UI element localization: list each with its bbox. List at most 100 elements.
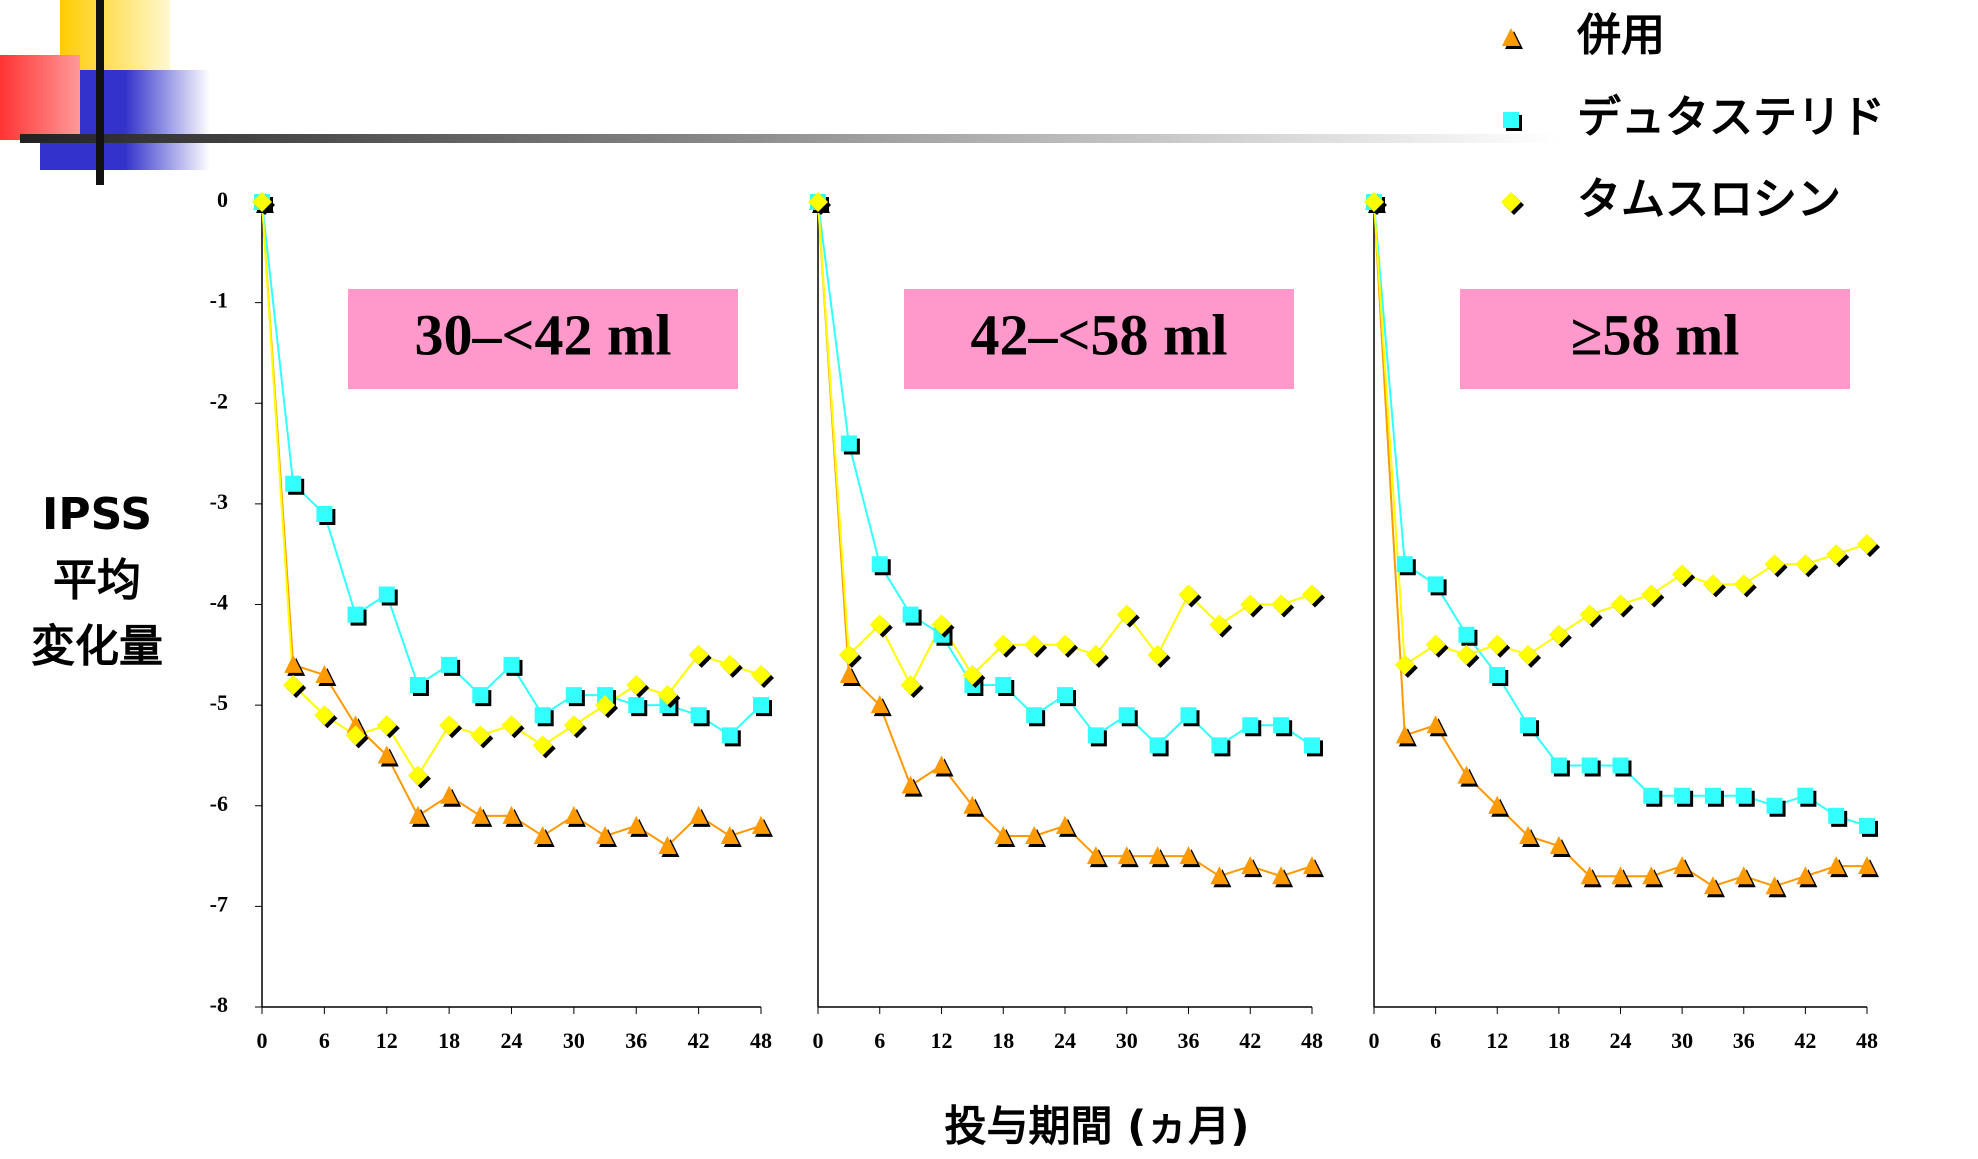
triangle-marker xyxy=(721,826,742,847)
triangle-marker xyxy=(440,786,461,807)
square-marker xyxy=(1242,717,1261,736)
y-tick-label: -5 xyxy=(210,690,228,715)
y-tick-label: -4 xyxy=(210,590,228,615)
y-tick-label: -3 xyxy=(210,489,228,514)
diamond-marker xyxy=(1024,635,1047,658)
x-tick-label: 36 xyxy=(1178,1028,1200,1053)
legend-label: 併用 xyxy=(1576,10,1665,61)
x-tick-label: 48 xyxy=(1856,1028,1878,1053)
diamond-marker xyxy=(839,645,862,668)
diamond-marker xyxy=(870,615,893,638)
square-marker xyxy=(316,506,335,525)
triangle-marker xyxy=(840,665,861,686)
x-tick-label: 24 xyxy=(501,1028,523,1053)
square-marker xyxy=(472,687,491,706)
page: {"chart_data": {"type": "line", "ylabel"… xyxy=(0,0,1978,1159)
triangle-marker xyxy=(1056,816,1077,837)
triangle-marker xyxy=(752,816,773,837)
diamond-marker xyxy=(1765,554,1788,577)
triangle-marker xyxy=(1396,725,1417,746)
triangle-marker xyxy=(1704,876,1725,897)
x-tick-label: 30 xyxy=(1671,1028,1693,1053)
square-marker xyxy=(691,707,710,726)
square-marker xyxy=(566,687,585,706)
legend-marker xyxy=(1502,28,1523,49)
diamond-marker xyxy=(626,675,649,698)
triangle-marker xyxy=(1766,876,1787,897)
diamond-marker xyxy=(1271,595,1294,618)
diamond-marker xyxy=(1672,564,1695,587)
x-tick-label: 36 xyxy=(625,1028,647,1053)
square-marker xyxy=(1458,627,1477,646)
y-tick-label: 0 xyxy=(217,187,228,212)
series-line xyxy=(262,202,761,735)
y-tick-label: -2 xyxy=(210,388,228,413)
square-marker xyxy=(995,677,1014,696)
diamond-marker xyxy=(993,635,1016,658)
square-marker xyxy=(872,556,891,575)
triangle-marker xyxy=(1210,866,1231,887)
square-marker xyxy=(1643,788,1662,807)
diamond-marker xyxy=(1703,574,1726,597)
square-marker xyxy=(903,607,922,626)
panel-title: 42–<58 ml xyxy=(971,302,1228,367)
square-marker xyxy=(1859,818,1878,837)
triangle-marker xyxy=(1796,866,1817,887)
triangle-marker xyxy=(596,826,617,847)
square-marker xyxy=(1304,737,1323,756)
square-marker xyxy=(1428,576,1447,595)
x-tick-label: 6 xyxy=(1430,1028,1441,1053)
header-decoration xyxy=(0,0,1560,185)
triangle-marker xyxy=(627,816,648,837)
series-line xyxy=(262,202,761,776)
x-tick-label: 24 xyxy=(1610,1028,1632,1053)
square-marker xyxy=(1828,808,1847,827)
x-tick-label: 36 xyxy=(1733,1028,1755,1053)
square-marker xyxy=(1520,717,1539,736)
x-tick-label: 48 xyxy=(750,1028,772,1053)
series-line xyxy=(818,202,1312,685)
square-marker xyxy=(753,697,772,716)
x-tick-label: 0 xyxy=(813,1028,824,1053)
square-marker xyxy=(1489,667,1508,686)
panel-title: ≥58 ml xyxy=(1571,302,1740,367)
x-tick-label: 30 xyxy=(563,1028,585,1053)
square-marker xyxy=(628,697,647,716)
x-tick-label: 42 xyxy=(1794,1028,1816,1053)
x-tick-label: 12 xyxy=(931,1028,953,1053)
diamond-marker xyxy=(1795,554,1818,577)
diamond-marker xyxy=(377,715,400,738)
square-marker xyxy=(1767,798,1786,817)
square-marker xyxy=(441,657,460,676)
square-marker xyxy=(1582,758,1601,777)
x-tick-label: 6 xyxy=(874,1028,885,1053)
square-marker xyxy=(379,586,398,605)
square-marker xyxy=(1057,687,1076,706)
square-marker xyxy=(1551,758,1570,777)
diamond-marker xyxy=(1240,595,1263,618)
triangle-marker xyxy=(1735,866,1756,887)
diamond-marker xyxy=(1302,584,1325,607)
diamond-marker xyxy=(470,725,493,748)
x-tick-label: 42 xyxy=(688,1028,710,1053)
panel-title: 30–<42 ml xyxy=(415,302,672,367)
triangle-marker xyxy=(1272,866,1293,887)
x-tick-label: 48 xyxy=(1301,1028,1323,1053)
diamond-marker xyxy=(751,665,774,688)
triangle-marker xyxy=(690,806,711,827)
chart: 0-1-2-3-4-5-6-7-8IPSS平均変化量投与期間 (ヵ月)併用デュタ… xyxy=(0,0,1978,1159)
x-tick-label: 0 xyxy=(257,1028,268,1053)
diamond-marker xyxy=(1055,635,1078,658)
triangle-marker xyxy=(315,665,336,686)
diamond-marker xyxy=(1426,635,1449,658)
triangle-marker xyxy=(1550,836,1571,857)
square-marker xyxy=(285,476,304,495)
square-marker xyxy=(1797,788,1816,807)
y-tick-label: -8 xyxy=(210,992,228,1017)
triangle-marker xyxy=(1457,766,1478,787)
diamond-marker xyxy=(408,766,431,789)
square-marker xyxy=(1273,717,1292,736)
square-marker xyxy=(1181,707,1200,726)
square-marker xyxy=(1736,788,1755,807)
diamond-marker xyxy=(1086,645,1109,668)
